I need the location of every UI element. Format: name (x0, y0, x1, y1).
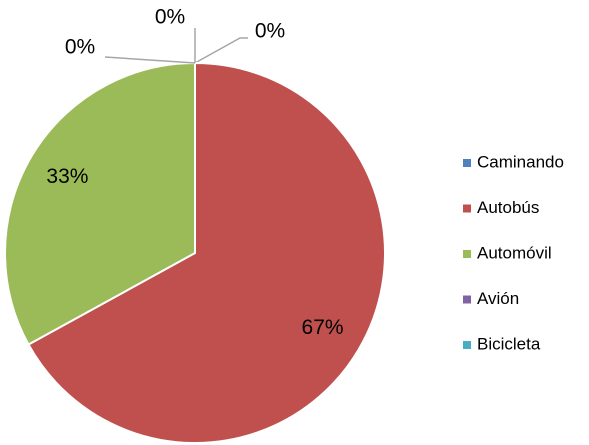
pie-slice (27, 61, 386, 444)
legend-swatch (463, 295, 471, 304)
legend-label: Automóvil (477, 243, 552, 262)
legend-swatch (463, 159, 471, 167)
legend-label: Caminando (477, 152, 564, 171)
pie-slice (4, 61, 196, 346)
data-label: 0% (155, 6, 185, 29)
legend-label: Autobús (477, 198, 539, 217)
data-label: 0% (255, 20, 285, 43)
data-label: 67% (302, 316, 344, 339)
legend-swatch (463, 250, 471, 258)
legend-label: Avión (477, 289, 519, 308)
data-label: 0% (65, 36, 95, 59)
data-label: 33% (46, 165, 88, 188)
legend-swatch (463, 341, 471, 349)
leader-line (104, 56, 196, 64)
leader-line (194, 37, 248, 64)
legend-label: Bicicleta (477, 334, 541, 353)
legend-swatch (463, 204, 471, 213)
